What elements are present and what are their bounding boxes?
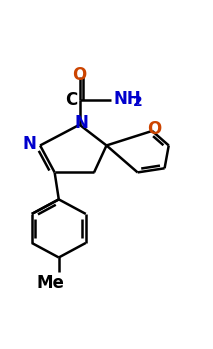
Text: N: N [23,135,37,154]
Text: C: C [65,91,77,109]
Text: 2: 2 [132,95,142,109]
Text: NH: NH [114,90,141,108]
Text: N: N [75,114,89,132]
Text: Me: Me [37,274,64,292]
Text: O: O [147,120,161,138]
Text: O: O [72,66,87,84]
